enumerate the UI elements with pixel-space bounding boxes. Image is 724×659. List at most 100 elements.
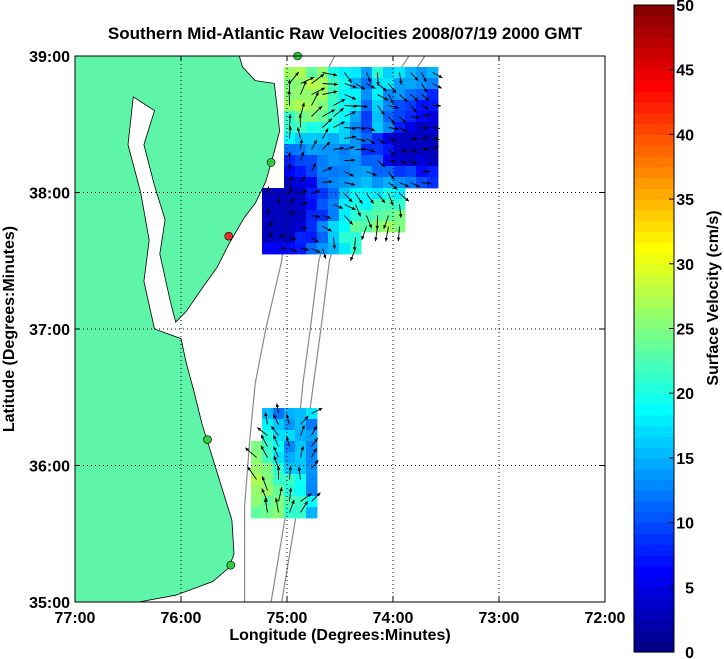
velocity-arrowhead [307,493,312,498]
velocity-arrowhead [312,163,316,168]
velocity-arrowhead [266,186,270,191]
velocity-arrowhead [321,87,326,92]
colorbar-tick-label: 15 [676,451,694,468]
y-axis-label: Latitude (Degrees:Minutes) [1,226,18,432]
velocity-arrowhead [287,151,292,156]
colorbar-band [634,565,674,578]
colorbar-band [634,253,674,265]
velocity-arrowhead [438,74,443,78]
velocity-arrowhead [260,445,265,450]
velocity-arrowhead [423,78,427,83]
velocity-cell [372,144,384,156]
velocity-arrowhead [316,249,321,253]
velocity-cell [284,67,296,79]
velocity-cell [328,78,340,90]
velocity-cell [328,210,340,222]
velocity-arrowhead [415,115,420,119]
velocity-arrowhead [368,224,372,229]
velocity-cell [273,441,285,453]
velocity-arrowhead [300,446,305,451]
velocity-arrowhead [291,499,295,504]
velocity-cell [262,430,274,442]
velocity-cell [262,210,274,222]
colorbar-band [634,26,674,38]
velocity-cell [328,155,340,167]
velocity-arrowhead [357,212,361,217]
velocity-arrowhead [383,224,387,229]
velocity-arrowhead [437,103,442,108]
velocity-cell [262,243,274,255]
velocity-arrowhead [247,466,252,471]
colorbar-band [634,457,674,470]
velocity-arrowhead [320,74,325,78]
velocity-arrowhead [348,198,353,203]
velocity-arrowhead [332,245,337,250]
colorbar-band [634,360,674,373]
velocity-cell [284,166,296,178]
velocity-cell [405,122,417,134]
velocity-cell [317,188,329,200]
velocity-arrowhead [384,237,389,242]
colorbar-band [634,328,674,340]
velocity-arrowhead [413,149,418,153]
velocity-cell [306,177,318,189]
velocity-cell [339,232,351,244]
velocity-cell [427,155,439,167]
x-axis-ticks: 77:00 76:00 75:00 74:00 73:00 72:00 [55,56,626,627]
colorbar-band [634,533,674,545]
velocity-cell [372,111,384,123]
velocity-cell [273,474,285,486]
velocity-cell [251,485,263,497]
velocity-arrowhead [435,137,440,141]
velocity-arrowhead [315,190,320,194]
velocity-arrowhead [301,425,305,429]
velocity-arrowhead [288,487,293,492]
velocity-arrowhead [297,466,302,471]
velocity-arrowhead [384,97,389,101]
velocity-arrowhead [334,82,338,86]
station-marker [203,435,212,444]
velocity-cell [251,441,263,453]
velocity-arrowhead [285,414,290,419]
velocity-cell [295,408,307,420]
velocity-arrowhead [351,158,356,162]
velocity-cell [262,474,274,486]
velocity-arrowhead [361,86,365,90]
velocity-cell [339,221,351,233]
colorbar-band [634,414,674,427]
velocity-cell [284,144,296,156]
velocity-arrowhead [424,126,429,130]
velocity-arrowhead [434,146,439,150]
velocity-cell [295,441,307,453]
velocity-cell [361,199,373,211]
velocity-arrowhead [331,109,336,113]
velocity-cell [317,100,329,112]
velocity-arrowhead [437,85,442,89]
colorbar-band [634,69,674,82]
velocity-cell [317,144,329,156]
velocity-arrowhead [318,408,323,412]
colorbar-label: Surface Velocity (cm/s) [705,210,722,385]
velocity-arrowhead [273,446,277,451]
velocity-arrowhead [339,108,344,112]
y-tick-label: 38:00 [29,186,70,203]
velocity-arrowhead [289,175,293,180]
velocity-arrowhead [405,197,409,202]
velocity-cell [262,199,274,211]
velocity-cell [284,177,296,189]
velocity-arrowhead [310,77,315,81]
station-marker [226,560,236,570]
velocity-arrowhead [395,126,399,131]
velocity-arrowhead [328,118,333,123]
velocity-arrowhead [414,97,419,101]
velocity-arrowhead [363,104,368,109]
colorbar-band [634,5,674,17]
velocity-cell [306,419,318,431]
velocity-arrowhead [314,438,318,442]
colorbar-band [634,425,674,437]
colorbar-band [634,382,674,394]
velocity-arrowhead [275,403,280,408]
velocity-cell [372,199,384,211]
velocity-arrowhead [396,237,401,242]
